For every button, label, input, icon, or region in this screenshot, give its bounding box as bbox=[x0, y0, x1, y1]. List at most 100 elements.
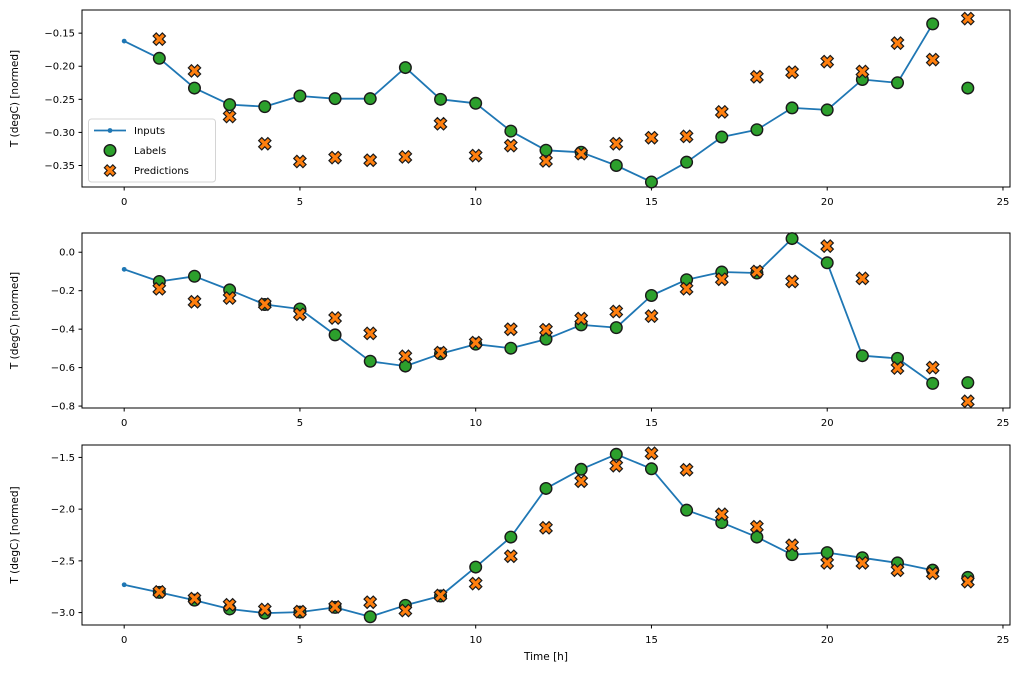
predictions-x-marker bbox=[152, 281, 167, 296]
labels-circle-marker bbox=[187, 269, 201, 283]
x-tick-label: 10 bbox=[469, 635, 482, 646]
predictions-x-marker bbox=[644, 130, 659, 145]
predictions-x-marker bbox=[925, 52, 940, 67]
labels-circle-marker bbox=[363, 354, 377, 368]
y-tick-label: −0.8 bbox=[51, 402, 75, 413]
predictions-x-marker bbox=[433, 345, 448, 360]
axes-frame bbox=[81, 444, 1011, 626]
predictions-x-marker bbox=[152, 584, 167, 599]
predictions-x-marker bbox=[538, 520, 554, 535]
x-tick-label: 10 bbox=[469, 418, 482, 429]
x-tick-label: 20 bbox=[821, 418, 834, 429]
predictions-x-marker bbox=[328, 150, 343, 165]
line-dot-icon bbox=[107, 128, 113, 133]
predictions-x-marker bbox=[363, 153, 378, 168]
x-icon bbox=[103, 164, 117, 177]
circle-icon bbox=[103, 143, 117, 157]
predictions-x-marker bbox=[749, 519, 764, 534]
predictions-x-marker bbox=[433, 588, 448, 603]
predictions-x-marker bbox=[363, 326, 378, 341]
labels-circle-marker bbox=[644, 462, 658, 476]
labels-circle-marker bbox=[820, 546, 834, 560]
predictions-x-marker bbox=[644, 446, 659, 461]
predictions-x-marker bbox=[679, 281, 694, 296]
predictions-series bbox=[152, 446, 975, 619]
y-tick-label: −0.25 bbox=[44, 95, 75, 106]
legend-box bbox=[88, 118, 216, 183]
predictions-x-marker bbox=[679, 462, 694, 477]
subplot-2: 0 5 10 15 20 25 0.0 −0.2 −0.4 −0.6 −0.8 T (degC) [n… bbox=[9, 232, 1011, 429]
y-tick-label: −3.0 bbox=[51, 608, 75, 619]
predictions-x-marker bbox=[152, 32, 167, 47]
y-tick-label: −2.0 bbox=[51, 505, 75, 516]
x-tick-label: 5 bbox=[297, 635, 303, 646]
inputs-dot-marker bbox=[121, 582, 127, 588]
predictions-x-marker bbox=[187, 63, 202, 78]
labels-circle-marker bbox=[644, 289, 658, 303]
predictions-x-marker bbox=[890, 36, 905, 51]
labels-circle-marker bbox=[891, 76, 905, 90]
predictions-x-marker bbox=[960, 11, 975, 26]
labels-circle-marker bbox=[152, 51, 166, 65]
predictions-x-marker bbox=[855, 555, 870, 570]
labels-circle-marker bbox=[363, 610, 377, 624]
predictions-x-marker bbox=[328, 310, 343, 326]
labels-circle-marker bbox=[961, 81, 975, 95]
y-tick-label: −0.15 bbox=[44, 29, 75, 40]
labels-circle-marker bbox=[609, 447, 623, 461]
predictions-x-marker bbox=[468, 148, 483, 163]
predictions-x-marker bbox=[785, 274, 800, 289]
predictions-x-marker bbox=[503, 322, 518, 337]
predictions-x-marker bbox=[644, 309, 659, 324]
predictions-x-marker bbox=[503, 138, 518, 153]
predictions-x-marker bbox=[503, 549, 518, 564]
labels-circle-marker bbox=[644, 175, 658, 189]
predictions-x-marker bbox=[257, 602, 272, 617]
labels-circle-marker bbox=[926, 376, 940, 390]
predictions-x-marker bbox=[820, 555, 835, 570]
x-tick-label: 0 bbox=[121, 197, 127, 208]
predictions-x-marker bbox=[820, 239, 835, 254]
y-axis-label: T (degC) [normed] bbox=[9, 486, 21, 584]
y-tick-label: −1.5 bbox=[51, 453, 75, 464]
x-tick-label: 25 bbox=[997, 418, 1010, 429]
predictions-x-marker bbox=[538, 153, 554, 168]
predictions-x-marker bbox=[609, 304, 624, 319]
labels-circle-marker bbox=[539, 481, 553, 495]
legend-entry-inputs: Inputs bbox=[94, 126, 165, 137]
predictions-x-marker bbox=[679, 129, 694, 144]
labels-circle-marker bbox=[293, 89, 307, 103]
predictions-x-marker bbox=[468, 576, 483, 591]
labels-circle-marker bbox=[398, 359, 412, 373]
predictions-x-marker bbox=[609, 458, 624, 473]
predictions-series bbox=[152, 239, 975, 409]
labels-circle-marker bbox=[469, 560, 483, 574]
x-tick-label: 25 bbox=[997, 635, 1010, 646]
predictions-x-marker bbox=[292, 604, 307, 619]
legend-label: Labels bbox=[134, 146, 166, 157]
labels-circle-marker bbox=[609, 321, 623, 335]
predictions-x-marker bbox=[222, 597, 237, 612]
predictions-x-marker bbox=[187, 591, 202, 606]
predictions-x-marker bbox=[714, 507, 729, 522]
predictions-x-marker bbox=[574, 311, 589, 326]
predictions-x-marker bbox=[398, 603, 413, 618]
subplot-1: 0 5 10 15 20 25 −0.15 −0.20 −0.25 −0.30 −0.35 T (de… bbox=[9, 9, 1011, 208]
predictions-x-marker bbox=[785, 65, 800, 80]
axes-frame bbox=[81, 9, 1011, 188]
predictions-x-marker bbox=[820, 54, 835, 69]
predictions-x-marker bbox=[222, 290, 237, 306]
predictions-x-marker bbox=[749, 264, 764, 279]
predictions-x-marker bbox=[292, 154, 307, 169]
predictions-x-marker bbox=[890, 563, 905, 578]
predictions-x-marker bbox=[363, 595, 378, 610]
predictions-x-marker bbox=[855, 64, 870, 79]
predictions-x-marker bbox=[538, 322, 554, 337]
predictions-x-marker bbox=[292, 307, 307, 322]
legend: Inputs Labels Predictions bbox=[88, 118, 216, 183]
labels-circle-marker bbox=[504, 124, 518, 138]
y-tick-label: −0.4 bbox=[51, 325, 75, 336]
